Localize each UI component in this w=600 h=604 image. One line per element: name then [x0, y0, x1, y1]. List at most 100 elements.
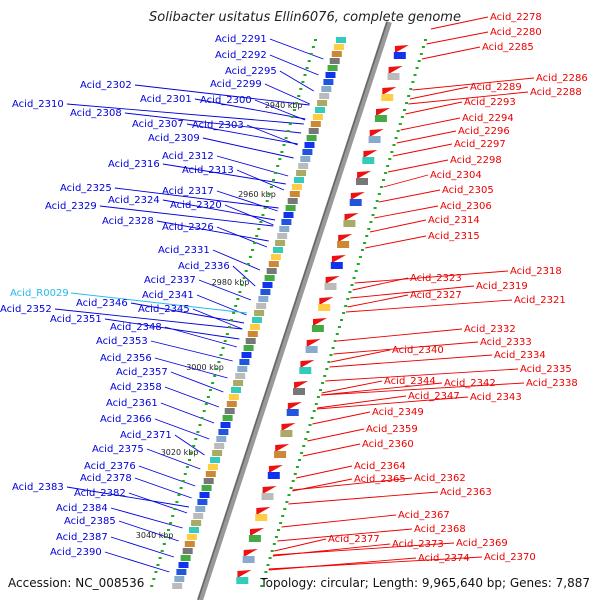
forward-gene-block[interactable]	[174, 576, 185, 582]
forward-gene-block[interactable]	[256, 303, 267, 309]
right-gene-label[interactable]: Acid_2323	[410, 273, 462, 284]
forward-gene-block[interactable]	[333, 44, 344, 50]
forward-gene-block[interactable]	[237, 366, 248, 372]
right-gene-label[interactable]: Acid_2347	[408, 391, 460, 402]
left-gene-label[interactable]: Acid_2384	[56, 503, 108, 514]
right-gene-label[interactable]: Acid_2296	[458, 126, 510, 137]
right-gene-label[interactable]: Acid_2321	[514, 295, 566, 306]
right-gene-label[interactable]: Acid_2306	[440, 201, 492, 212]
right-gene-label[interactable]: Acid_2289	[470, 82, 522, 93]
left-gene-label[interactable]: Acid_2378	[80, 473, 132, 484]
reverse-gene-arrow[interactable]	[338, 234, 353, 242]
right-gene-label[interactable]: Acid_2297	[454, 139, 506, 150]
reverse-gene-block[interactable]	[368, 136, 381, 143]
reverse-gene-block[interactable]	[318, 304, 331, 311]
left-gene-label[interactable]: Acid_2308	[70, 108, 122, 119]
right-gene-label[interactable]: Acid_2315	[428, 231, 480, 242]
reverse-gene-block[interactable]	[387, 73, 400, 80]
forward-gene-block[interactable]	[201, 485, 212, 491]
reverse-gene-arrow[interactable]	[350, 192, 365, 200]
left-gene-label[interactable]: Acid_2310	[12, 99, 64, 110]
right-gene-label[interactable]: Acid_2362	[414, 473, 466, 484]
reverse-gene-block[interactable]	[242, 556, 255, 563]
forward-gene-block[interactable]	[212, 450, 223, 456]
right-gene-label[interactable]: Acid_2369	[456, 538, 508, 549]
forward-gene-block[interactable]	[197, 499, 208, 505]
right-gene-label[interactable]: Acid_2335	[520, 364, 572, 375]
reverse-gene-block[interactable]	[374, 115, 387, 122]
right-gene-label[interactable]: Acid_2278	[490, 12, 542, 23]
forward-gene-block[interactable]	[228, 394, 239, 400]
right-gene-label[interactable]: Acid_2318	[510, 266, 562, 277]
left-gene-label[interactable]: Acid_2366	[100, 414, 152, 425]
reverse-gene-arrow[interactable]	[331, 255, 346, 263]
forward-gene-block[interactable]	[176, 569, 187, 575]
forward-gene-block[interactable]	[310, 121, 321, 127]
right-gene-label[interactable]: Acid_2374	[418, 553, 470, 564]
forward-gene-block[interactable]	[231, 387, 241, 393]
reverse-gene-block[interactable]	[305, 346, 318, 353]
reverse-gene-block[interactable]	[299, 367, 312, 374]
forward-gene-block[interactable]	[283, 212, 294, 218]
reverse-gene-block[interactable]	[236, 577, 249, 584]
reverse-gene-arrow[interactable]	[357, 171, 372, 179]
left-gene-label[interactable]: Acid_2385	[64, 516, 116, 527]
forward-gene-block[interactable]	[285, 205, 296, 211]
forward-gene-block[interactable]	[329, 58, 340, 64]
left-gene-label[interactable]: Acid_2348	[110, 322, 162, 333]
forward-gene-block[interactable]	[306, 135, 317, 141]
left-gene-label[interactable]: Acid_2313	[182, 165, 234, 176]
reverse-gene-arrow[interactable]	[363, 150, 378, 158]
reverse-gene-block[interactable]	[274, 451, 287, 458]
left-gene-label[interactable]: Acid_2324	[108, 195, 160, 206]
reverse-gene-arrow[interactable]	[306, 339, 321, 347]
right-gene-label[interactable]: Acid_2365	[354, 474, 406, 485]
right-gene-label[interactable]: Acid_2342	[444, 378, 496, 389]
right-gene-label[interactable]: Acid_2363	[440, 487, 492, 498]
forward-gene-block[interactable]	[300, 156, 311, 162]
forward-gene-block[interactable]	[268, 261, 279, 267]
reverse-gene-block[interactable]	[349, 199, 362, 206]
left-gene-label[interactable]: Acid_2309	[148, 133, 200, 144]
right-gene-label[interactable]: Acid_2314	[428, 215, 480, 226]
right-gene-label[interactable]: Acid_2280	[490, 27, 542, 38]
reverse-gene-block[interactable]	[324, 283, 337, 290]
reverse-gene-arrow[interactable]	[325, 276, 340, 284]
left-gene-label[interactable]: Acid_2357	[116, 367, 168, 378]
left-gene-label[interactable]: Acid_2312	[162, 151, 214, 162]
forward-gene-block[interactable]	[216, 436, 227, 442]
forward-gene-block[interactable]	[302, 149, 313, 155]
forward-gene-block[interactable]	[312, 114, 323, 120]
forward-gene-block[interactable]	[264, 275, 275, 281]
left-gene-label[interactable]: Acid_2326	[162, 222, 214, 233]
reverse-gene-arrow[interactable]	[294, 381, 309, 389]
left-gene-label[interactable]: Acid_2299	[210, 79, 262, 90]
reverse-gene-block[interactable]	[311, 325, 324, 332]
left-gene-label[interactable]: Acid_2295	[225, 66, 277, 77]
left-gene-label[interactable]: Acid_2329	[45, 201, 97, 212]
forward-gene-block[interactable]	[226, 401, 237, 407]
reverse-gene-block[interactable]	[356, 178, 368, 185]
forward-gene-block[interactable]	[205, 471, 216, 477]
right-gene-label[interactable]: Acid_2370	[484, 552, 536, 563]
forward-gene-block[interactable]	[180, 555, 191, 561]
forward-gene-block[interactable]	[266, 268, 277, 274]
forward-gene-block[interactable]	[281, 219, 292, 225]
right-gene-label[interactable]: Acid_2344	[384, 376, 436, 387]
reverse-gene-arrow[interactable]	[268, 465, 283, 473]
right-gene-label[interactable]: Acid_2294	[462, 113, 514, 124]
reverse-gene-arrow[interactable]	[243, 549, 258, 557]
left-gene-label[interactable]: Acid_2375	[92, 444, 144, 455]
right-gene-label[interactable]: Acid_2285	[482, 42, 534, 53]
forward-gene-block[interactable]	[291, 184, 302, 190]
forward-gene-block[interactable]	[275, 240, 286, 246]
forward-gene-block[interactable]	[317, 100, 328, 106]
left-gene-label[interactable]: Acid_2336	[178, 261, 230, 272]
right-gene-label[interactable]: Acid_2319	[476, 281, 528, 292]
reverse-gene-arrow[interactable]	[376, 108, 390, 116]
left-gene-label[interactable]: Acid_2291	[215, 34, 267, 45]
forward-gene-block[interactable]	[172, 583, 183, 589]
forward-gene-block[interactable]	[199, 492, 210, 498]
forward-gene-block[interactable]	[186, 534, 197, 540]
forward-gene-block[interactable]	[325, 72, 336, 78]
